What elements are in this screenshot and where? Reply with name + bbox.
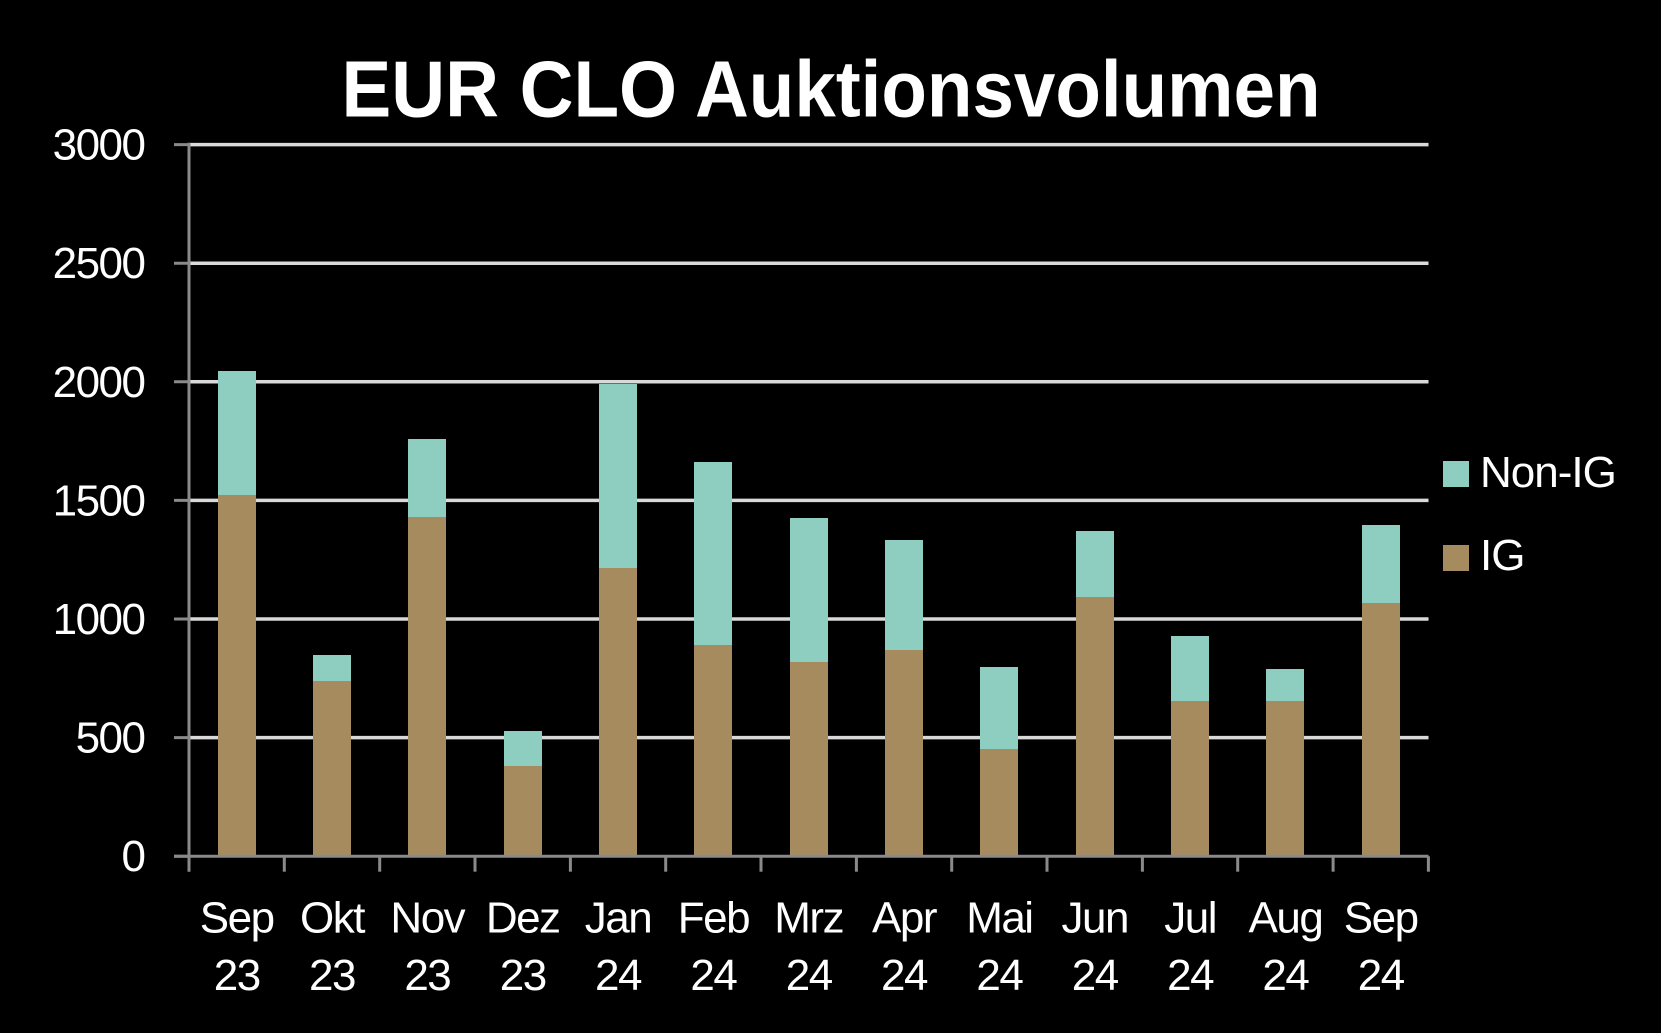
svg-text:24: 24 bbox=[1167, 951, 1214, 1000]
svg-text:Okt: Okt bbox=[300, 894, 365, 943]
svg-text:IG: IG bbox=[1480, 531, 1524, 580]
svg-text:Dez: Dez bbox=[486, 894, 560, 943]
svg-text:Mrz: Mrz bbox=[774, 894, 843, 943]
svg-text:EUR CLO Auktionsvolumen: EUR CLO Auktionsvolumen bbox=[342, 45, 1321, 134]
svg-text:Mai: Mai bbox=[966, 894, 1032, 943]
svg-text:Apr: Apr bbox=[872, 894, 937, 943]
svg-text:24: 24 bbox=[1358, 951, 1405, 1000]
svg-text:Nov: Nov bbox=[390, 894, 465, 943]
svg-text:Sep: Sep bbox=[1344, 894, 1418, 943]
svg-text:Jan: Jan bbox=[585, 894, 651, 943]
svg-text:24: 24 bbox=[976, 951, 1023, 1000]
svg-text:2000: 2000 bbox=[53, 358, 145, 407]
svg-text:24: 24 bbox=[690, 951, 737, 1000]
svg-text:24: 24 bbox=[881, 951, 928, 1000]
svg-text:1000: 1000 bbox=[53, 595, 145, 644]
svg-text:2500: 2500 bbox=[53, 239, 145, 288]
svg-text:Jun: Jun bbox=[1061, 894, 1127, 943]
svg-text:Jul: Jul bbox=[1164, 894, 1216, 943]
svg-text:1500: 1500 bbox=[53, 476, 145, 525]
svg-text:24: 24 bbox=[1262, 951, 1309, 1000]
svg-text:24: 24 bbox=[1072, 951, 1119, 1000]
svg-text:24: 24 bbox=[595, 951, 642, 1000]
svg-text:23: 23 bbox=[214, 951, 260, 1000]
svg-text:3000: 3000 bbox=[53, 121, 145, 170]
svg-text:23: 23 bbox=[500, 951, 546, 1000]
svg-text:Aug: Aug bbox=[1249, 894, 1323, 943]
svg-text:24: 24 bbox=[786, 951, 833, 1000]
svg-text:23: 23 bbox=[309, 951, 355, 1000]
svg-text:500: 500 bbox=[76, 714, 145, 763]
svg-text:Sep: Sep bbox=[200, 894, 274, 943]
svg-text:23: 23 bbox=[404, 951, 450, 1000]
svg-text:0: 0 bbox=[122, 832, 145, 881]
svg-text:Feb: Feb bbox=[678, 894, 749, 943]
svg-text:Non-IG: Non-IG bbox=[1480, 448, 1616, 497]
